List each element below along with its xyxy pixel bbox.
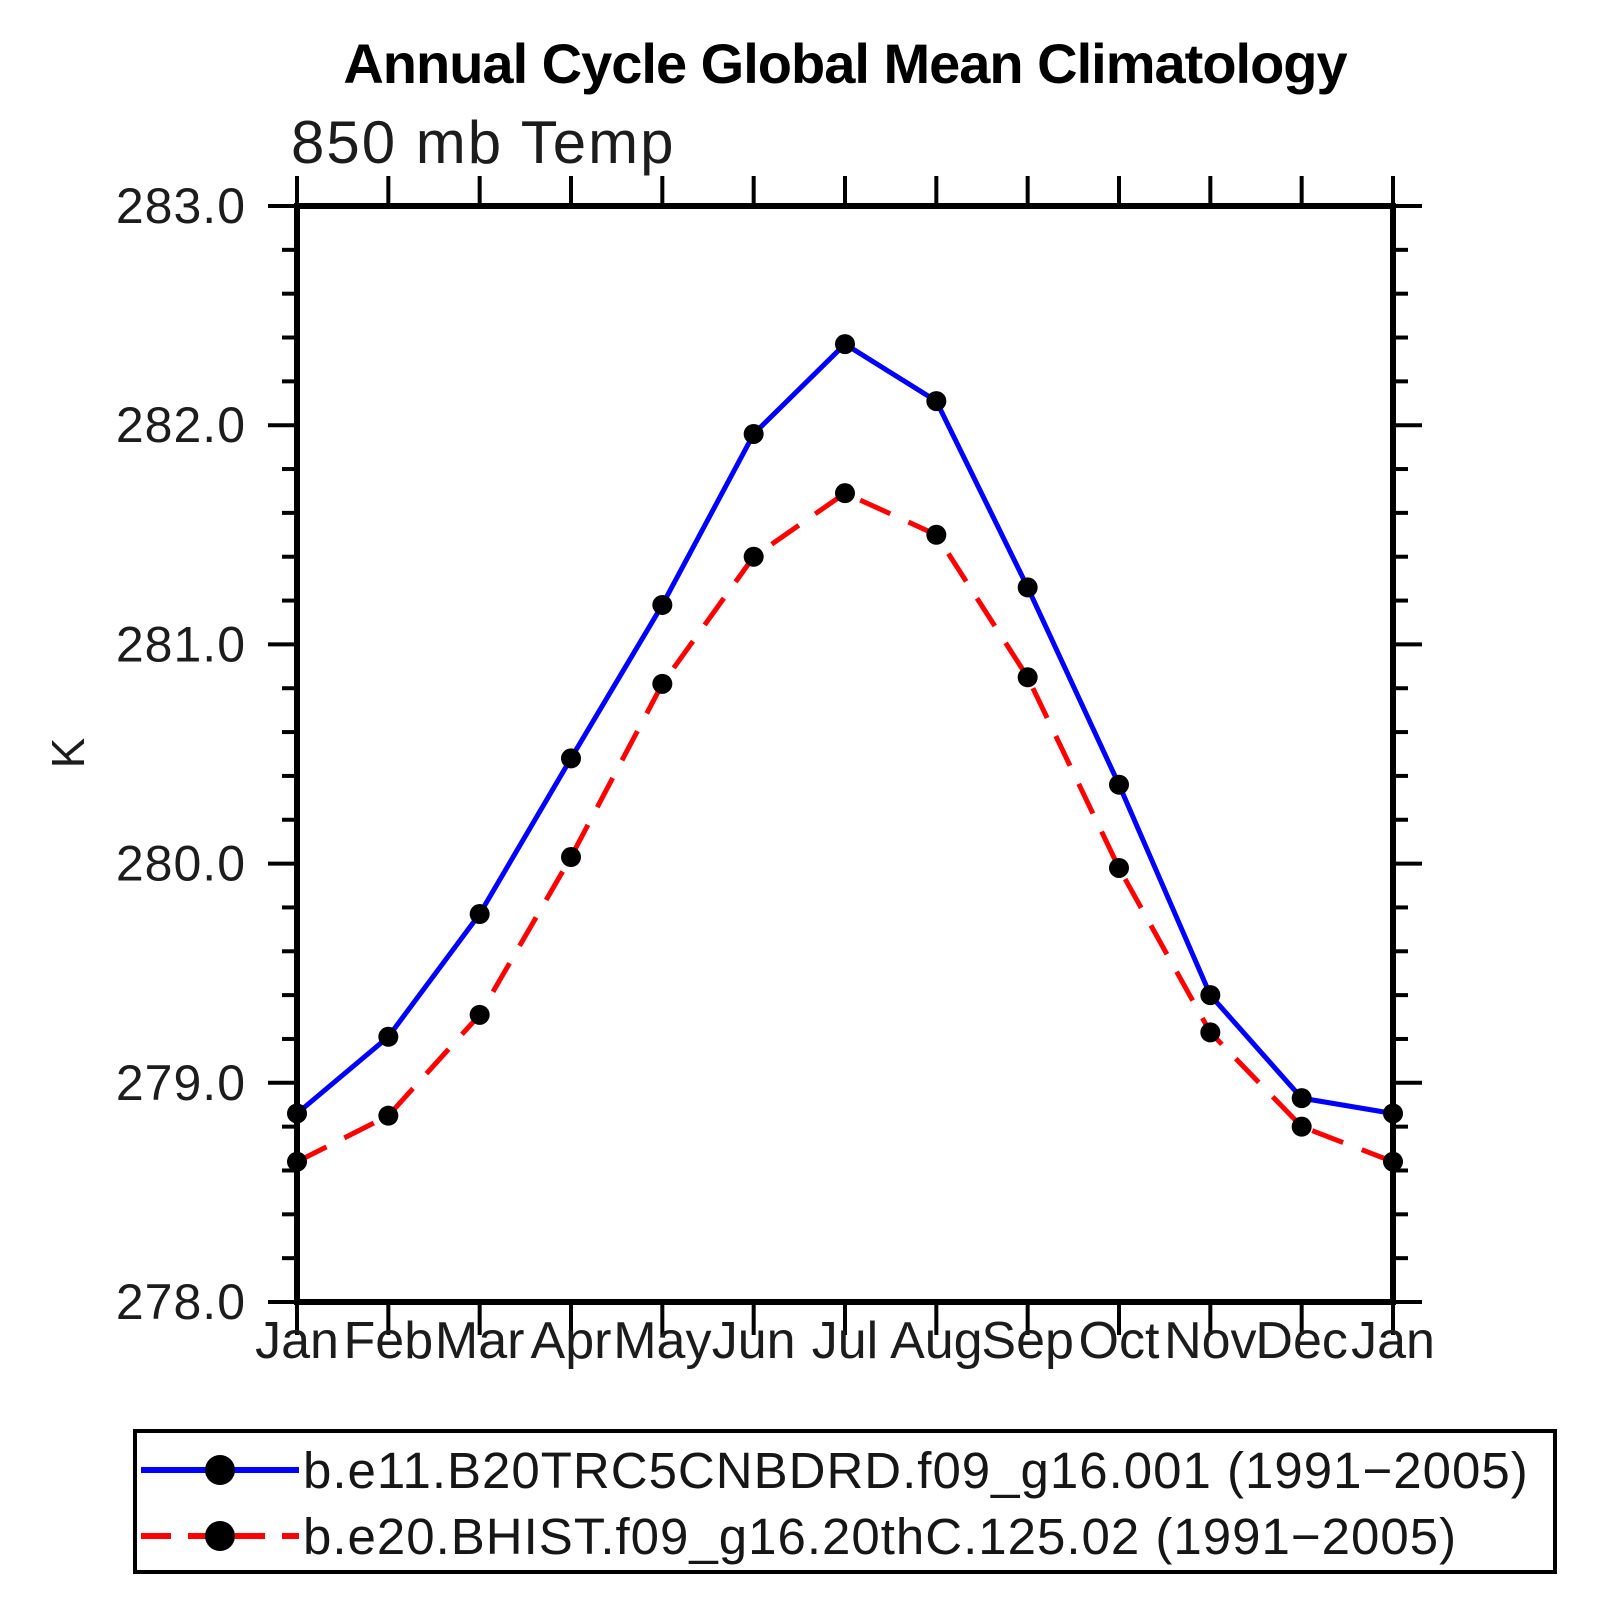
series-line-0 <box>295 340 1394 1116</box>
data-point <box>1017 667 1038 688</box>
data-point <box>926 524 947 545</box>
x-tick-label: Apr <box>531 1312 612 1370</box>
y-axis-ticks: 278.0 279.0 280.0 281.0 282.0 283.0 <box>116 178 1422 1330</box>
x-tick-label: Nov <box>1164 1312 1256 1370</box>
chart-title: Annual Cycle Global Mean Climatology <box>343 32 1347 95</box>
legend-label: b.e20.BHIST.f09_g16.20thC.125.02 (1991−2… <box>303 1507 1458 1565</box>
data-point <box>1291 1088 1312 1109</box>
data-point <box>926 391 947 412</box>
series-line-1 <box>295 490 1394 1165</box>
data-point <box>1383 1103 1403 1124</box>
x-tick-label: Jun <box>712 1312 796 1370</box>
x-tick-label: Jan <box>1351 1312 1435 1370</box>
legend-sample-line-1 <box>141 1521 299 1551</box>
data-point <box>378 1105 399 1126</box>
x-tick-label: Sep <box>981 1312 1074 1370</box>
x-tick-label: May <box>613 1312 711 1370</box>
y-tick-label: 283.0 <box>116 178 246 234</box>
y-tick-label: 278.0 <box>116 1274 246 1330</box>
legend-item: b.e20.BHIST.f09_g16.20thC.125.02 (1991−2… <box>139 1508 1457 1565</box>
y-tick-label: 282.0 <box>116 397 246 453</box>
data-point <box>1200 985 1221 1006</box>
data-point <box>1200 1022 1221 1043</box>
series-markers-0 <box>287 334 1403 1124</box>
x-tick-label: Jul <box>812 1312 878 1370</box>
data-point <box>835 483 855 504</box>
data-point <box>561 847 581 868</box>
data-point <box>652 594 673 615</box>
legend-item: b.e11.B20TRC5CNBDRD.f09_g16.001 (1991−20… <box>139 1442 1529 1499</box>
data-point <box>287 1103 307 1124</box>
x-tick-label: Mar <box>435 1312 525 1370</box>
legend-marker <box>205 1455 235 1485</box>
legend-sample-line-0 <box>141 1455 299 1485</box>
data-point <box>469 1004 490 1025</box>
x-tick-label: Dec <box>1255 1312 1347 1370</box>
data-point <box>1017 577 1038 598</box>
y-tick-label: 281.0 <box>116 616 246 672</box>
x-tick-label: Aug <box>890 1312 983 1370</box>
legend-label: b.e11.B20TRC5CNBDRD.f09_g16.001 (1991−20… <box>303 1441 1529 1499</box>
data-point <box>743 423 764 444</box>
data-point <box>287 1151 307 1172</box>
legend: b.e11.B20TRC5CNBDRD.f09_g16.001 (1991−20… <box>133 1429 1557 1574</box>
data-point <box>652 673 673 694</box>
y-tick-label: 279.0 <box>116 1055 246 1111</box>
series-markers-1 <box>287 483 1403 1172</box>
x-tick-label: Oct <box>1079 1312 1160 1370</box>
data-point <box>1291 1116 1312 1137</box>
x-tick-label: Feb <box>344 1312 434 1370</box>
data-point <box>835 334 855 355</box>
data-point <box>1109 774 1129 795</box>
data-point <box>1383 1151 1403 1172</box>
x-tick-label: Jan <box>255 1312 339 1370</box>
data-point <box>1109 857 1129 878</box>
left-axis-string: 850 mb Temp <box>291 109 676 176</box>
data-point <box>469 904 490 925</box>
plot-box <box>294 203 1396 1305</box>
y-tick-label: 280.0 <box>116 836 246 892</box>
legend-marker <box>205 1521 235 1551</box>
data-point <box>561 748 581 769</box>
data-point <box>378 1026 399 1047</box>
data-point <box>743 546 764 567</box>
